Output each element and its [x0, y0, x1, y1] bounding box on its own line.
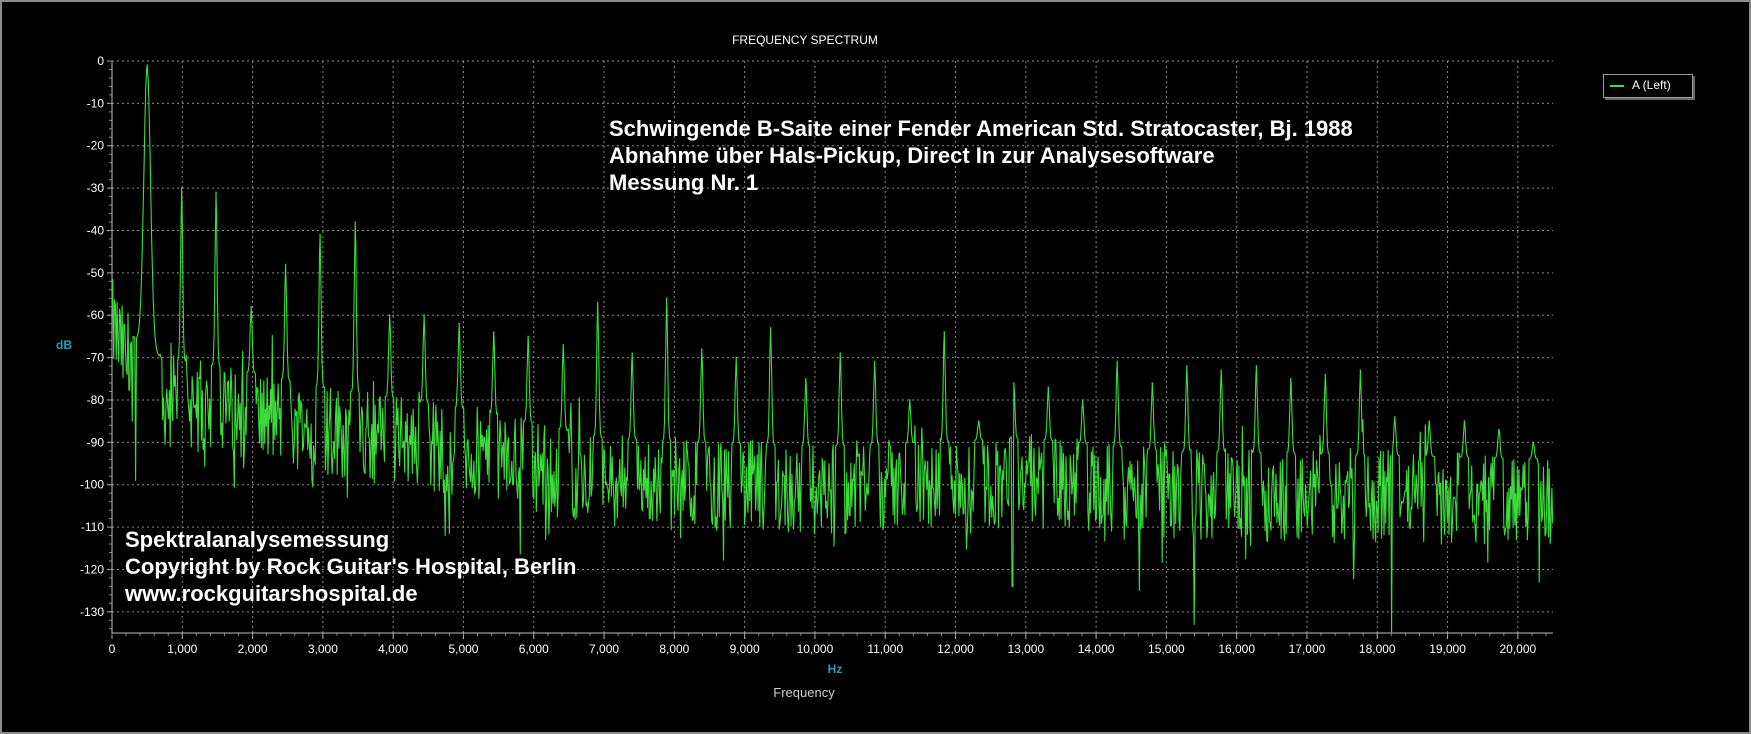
- y-tick-label: -80: [87, 393, 105, 407]
- footer-annotation: Spektralanalysemessung Copyright by Rock…: [125, 526, 576, 607]
- x-tick-label: 9,000: [730, 642, 760, 656]
- grid-lines: [111, 60, 1553, 633]
- y-tick-label: -30: [87, 181, 105, 195]
- harmonic-peak: [423, 314, 425, 317]
- x-axis-unit: Hz: [828, 662, 843, 676]
- footer-line-2: Copyright by Rock Guitar's Hospital, Ber…: [125, 554, 577, 579]
- x-tick-label: 14,000: [1078, 642, 1115, 656]
- harmonic-peak: [458, 322, 461, 325]
- x-tick-label: 5,000: [448, 642, 478, 656]
- harmonic-peak: [909, 399, 911, 401]
- harmonic-peak: [1081, 399, 1084, 401]
- harmonic-peak: [977, 420, 980, 422]
- harmonic-peak: [354, 221, 357, 223]
- x-tick-label: 6,000: [519, 642, 549, 656]
- y-tick-label: -50: [87, 266, 105, 280]
- harmonic-peak: [804, 377, 807, 380]
- harmonic-peak: [388, 314, 391, 317]
- x-tick-label: 11,000: [867, 642, 903, 656]
- harmonic-peak: [1463, 420, 1466, 422]
- x-tick-label: 0: [109, 642, 116, 656]
- y-tick-label: 0: [97, 54, 104, 68]
- footer-line-3: www.rockguitarshospital.de: [125, 581, 418, 606]
- harmonic-peak: [1290, 377, 1292, 380]
- x-tick-label: 2,000: [238, 642, 268, 656]
- harmonic-peak: [527, 335, 529, 338]
- x-tick-label: 4,000: [378, 642, 408, 656]
- legend-label: A (Left): [1632, 78, 1671, 92]
- x-tick-label: 7,000: [589, 642, 619, 656]
- harmonic-peak: [873, 361, 876, 363]
- y-tick-label: -90: [87, 435, 105, 449]
- harmonic-peak: [665, 297, 668, 300]
- harmonic-peak: [1359, 369, 1362, 372]
- y-tick-label: -70: [87, 351, 105, 365]
- legend-swatch: [1610, 85, 1624, 87]
- harmonic-peak: [146, 64, 148, 67]
- series-layer: [111, 64, 1554, 634]
- x-tick-label: 12,000: [937, 642, 974, 656]
- y-tick-label: -10: [87, 96, 105, 110]
- y-tick-label: -130: [80, 605, 104, 619]
- harmonic-peak: [215, 191, 217, 194]
- header-annotation: Schwingende B-Saite einer Fender America…: [609, 115, 1353, 196]
- x-tick-label: 15,000: [1148, 642, 1185, 656]
- harmonic-peak: [769, 327, 772, 329]
- y-tick-label: -60: [87, 308, 105, 322]
- harmonic-peak: [735, 356, 737, 359]
- harmonic-peak: [1324, 373, 1327, 376]
- header-line-1: Schwingende B-Saite einer Fender America…: [609, 116, 1353, 141]
- x-tick-label: 17,000: [1289, 642, 1326, 656]
- y-tick-label: -40: [87, 223, 105, 237]
- harmonic-peak: [596, 301, 599, 304]
- harmonic-peak: [1428, 420, 1431, 422]
- y-tick-label: -110: [81, 520, 104, 534]
- harmonic-peak: [492, 331, 495, 333]
- axes: [107, 60, 1553, 639]
- harmonic-peak: [1498, 428, 1500, 431]
- harmonic-peak: [943, 331, 946, 333]
- header-line-3: Messung Nr. 1: [609, 170, 759, 195]
- x-axis-label: Frequency: [773, 685, 835, 700]
- header-line-2: Abnahme über Hals-Pickup, Direct In zur …: [609, 143, 1215, 168]
- y-tick-label: -20: [87, 139, 105, 153]
- harmonic-peak: [1013, 382, 1015, 384]
- harmonic-peak: [1220, 369, 1223, 372]
- harmonic-peak: [562, 344, 565, 346]
- harmonic-peak: [1255, 365, 1258, 367]
- harmonic-peak: [631, 352, 633, 355]
- harmonic-peak: [180, 187, 183, 189]
- x-tick-label: 18,000: [1359, 642, 1396, 656]
- x-tick-label: 3,000: [308, 642, 338, 656]
- harmonic-peak: [1394, 416, 1396, 418]
- y-axis-label: dB: [56, 338, 72, 352]
- spectrum-line: [111, 64, 1554, 634]
- x-tick-label: 20,000: [1500, 642, 1537, 656]
- x-tick-label: 13,000: [1007, 642, 1044, 656]
- y-tick-label: -100: [80, 478, 104, 492]
- legend: A (Left): [1603, 74, 1693, 98]
- harmonic-peak: [1047, 386, 1050, 389]
- harmonic-peak: [250, 305, 252, 308]
- harmonic-peak: [284, 263, 287, 266]
- tick-labels: 0 -10 -20 -30 -40 -50 -60 -70 -80 -90 -100 -110 -120…: [80, 54, 1537, 656]
- harmonic-peak: [700, 348, 703, 350]
- x-tick-label: 19,000: [1429, 642, 1466, 656]
- x-tick-label: 1,000: [167, 642, 197, 656]
- harmonic-peak: [319, 233, 321, 236]
- footer-line-1: Spektralanalysemessung: [125, 527, 390, 552]
- harmonic-peak: [1532, 441, 1535, 444]
- harmonic-peak: [1185, 365, 1188, 367]
- harmonic-peak: [839, 352, 842, 355]
- x-tick-label: 8,000: [659, 642, 689, 656]
- x-tick-label: 10,000: [797, 642, 834, 656]
- x-tick-label: 16,000: [1218, 642, 1255, 656]
- chart-title: FREQUENCY SPECTRUM: [732, 33, 878, 47]
- harmonic-peak: [1116, 361, 1118, 363]
- harmonic-peak: [1151, 382, 1154, 384]
- y-tick-label: -120: [80, 562, 104, 576]
